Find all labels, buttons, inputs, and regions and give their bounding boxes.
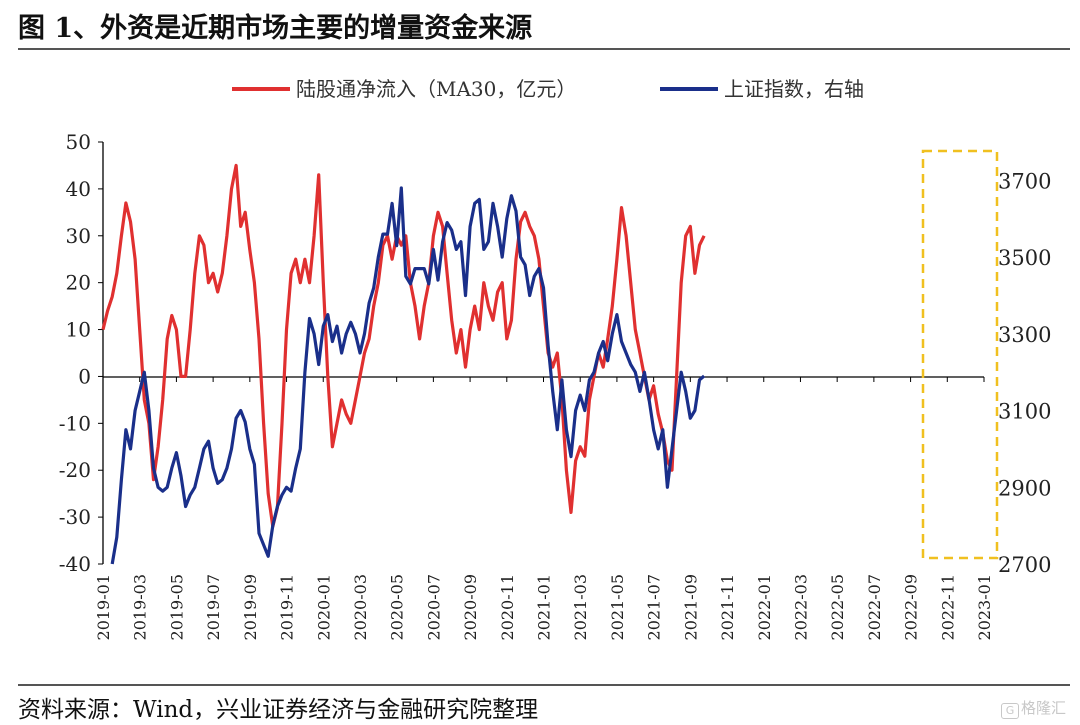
- y-right-tick-label: 3100: [998, 400, 1051, 424]
- x-tick-label: 2022-01: [755, 574, 774, 640]
- x-tick-label: 2020-03: [351, 574, 370, 640]
- y-right-tick-label: 3300: [998, 323, 1051, 347]
- chart-legend: 陆股通净流入（MA30，亿元） 上证指数，右轴: [232, 77, 864, 101]
- x-tick-label: 2021-09: [681, 574, 700, 640]
- y-left-tick-label: 30: [66, 224, 91, 248]
- y-left-tick-label: -40: [59, 552, 91, 576]
- series-line-shanghai-index: [110, 186, 706, 565]
- highlight-box: [921, 149, 999, 560]
- watermark-logo-icon: G: [1000, 703, 1019, 719]
- y-left-tick-label: 20: [66, 271, 91, 295]
- source-note: 资料来源：Wind，兴业证券经济与金融研究院整理: [18, 697, 539, 723]
- x-tick-label: 2022-05: [828, 574, 847, 640]
- chart-series: [101, 163, 706, 565]
- x-tick-label: 2022-09: [902, 574, 921, 640]
- highlight-rect: [921, 149, 999, 560]
- x-tick-label: 2019-11: [278, 574, 297, 640]
- x-tick-label: 2021-05: [608, 574, 627, 640]
- chart-axes: 50 40 30 20 10 0 -10 -20 -30 -40 3700 3500 3300 3100 2…: [59, 130, 1052, 640]
- x-tick-label: 2020-11: [498, 574, 517, 640]
- x-tick-label: 2021-03: [571, 574, 590, 640]
- x-tick-label: 2019-09: [241, 574, 260, 640]
- y-left-tick-label: -20: [59, 458, 91, 482]
- x-tick-label: 2023-01: [975, 574, 994, 640]
- x-tick-label: 2019-01: [94, 574, 113, 640]
- x-tick-label: 2019-05: [167, 574, 186, 640]
- x-tick-label: 2020-09: [461, 574, 480, 640]
- y-left-tick-label: 40: [66, 177, 91, 201]
- y-left-tick-label: -30: [59, 505, 91, 529]
- x-tick-label: 2022-11: [938, 574, 957, 640]
- y-left-tick-label: 0: [78, 364, 91, 388]
- y-right-tick-label: 2900: [998, 476, 1051, 500]
- x-tick-label: 2022-03: [791, 574, 810, 640]
- watermark: G 格隆汇: [1000, 697, 1066, 719]
- x-tick-label: 2019-07: [204, 574, 223, 640]
- figure-title: 图 1、外资是近期市场主要的增量资金来源: [18, 13, 533, 44]
- x-tick-label: 2021-11: [718, 574, 737, 640]
- y-right-tick-label: 3500: [998, 246, 1051, 270]
- x-tick-label: 2021-07: [645, 574, 664, 640]
- legend-label: 上证指数，右轴: [724, 77, 864, 101]
- y-left-tick-label: -10: [59, 411, 91, 435]
- y-left-tick-label: 10: [66, 318, 91, 342]
- y-right-tick-label: 2700: [998, 553, 1051, 577]
- x-tick-label: 2022-07: [865, 574, 884, 640]
- x-tick-label: 2019-03: [131, 574, 150, 640]
- watermark-text: 格隆汇: [1020, 699, 1066, 717]
- x-tick-label: 2020-07: [424, 574, 443, 640]
- x-tick-label: 2020-01: [314, 574, 333, 640]
- y-right-tick-label: 3700: [998, 169, 1051, 193]
- bottom-rule: [18, 684, 1070, 686]
- y-left-tick-label: 50: [66, 130, 91, 154]
- top-rule: [18, 48, 1070, 50]
- x-tick-label: 2020-05: [388, 574, 407, 640]
- legend-label: 陆股通净流入（MA30，亿元）: [296, 77, 576, 101]
- x-tick-label: 2021-01: [535, 574, 554, 640]
